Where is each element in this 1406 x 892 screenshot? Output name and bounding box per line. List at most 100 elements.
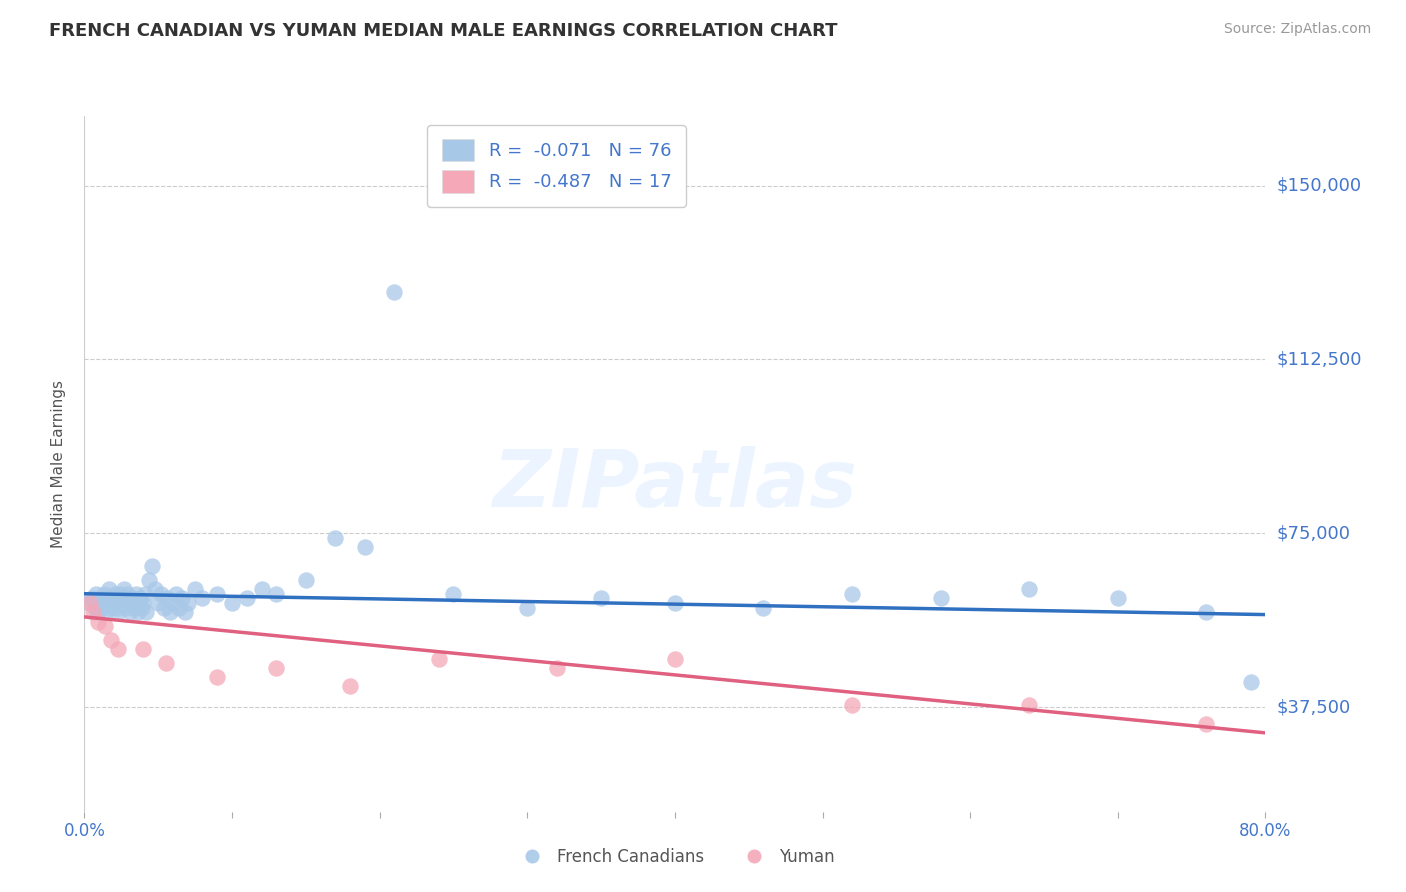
Point xyxy=(105,600,128,615)
Point xyxy=(94,619,117,633)
Point xyxy=(184,582,207,596)
Point xyxy=(150,587,173,601)
Point xyxy=(83,600,105,615)
Point xyxy=(132,596,155,610)
Point xyxy=(143,582,166,596)
Point xyxy=(159,605,181,619)
Point xyxy=(1195,605,1218,619)
Point xyxy=(93,587,115,601)
Point xyxy=(264,661,288,675)
Point xyxy=(104,587,127,601)
Point xyxy=(153,600,176,615)
Point xyxy=(111,596,134,610)
Point xyxy=(97,591,120,606)
Point xyxy=(79,596,101,610)
Point xyxy=(120,605,142,619)
Point xyxy=(1240,674,1263,689)
Point xyxy=(135,605,157,619)
Point xyxy=(124,600,146,615)
Point xyxy=(91,600,114,615)
Point xyxy=(1195,716,1218,731)
Point xyxy=(80,591,103,606)
Point xyxy=(264,587,288,601)
Point xyxy=(84,587,107,601)
Point xyxy=(107,605,129,619)
Point xyxy=(86,615,108,629)
Point xyxy=(131,600,153,615)
Point xyxy=(108,587,131,601)
Point xyxy=(173,605,195,619)
Point xyxy=(382,285,406,300)
Text: $37,500: $37,500 xyxy=(1277,698,1351,716)
Point xyxy=(141,558,163,573)
Point xyxy=(134,587,156,601)
Point xyxy=(516,600,538,615)
Y-axis label: Median Male Earnings: Median Male Earnings xyxy=(51,380,66,548)
Text: $75,000: $75,000 xyxy=(1277,524,1351,542)
Point xyxy=(191,591,214,606)
Point xyxy=(546,661,568,675)
Point xyxy=(929,591,952,606)
Point xyxy=(339,680,361,694)
Point xyxy=(125,587,148,601)
Point xyxy=(77,596,100,610)
Point xyxy=(118,596,141,610)
Point xyxy=(1018,698,1040,712)
Point xyxy=(114,600,136,615)
Point xyxy=(156,591,179,606)
Point xyxy=(441,587,464,601)
Point xyxy=(121,591,143,606)
Text: FRENCH CANADIAN VS YUMAN MEDIAN MALE EARNINGS CORRELATION CHART: FRENCH CANADIAN VS YUMAN MEDIAN MALE EAR… xyxy=(49,22,838,40)
Point xyxy=(105,591,128,606)
Point xyxy=(148,596,170,610)
Point xyxy=(90,591,112,606)
Point xyxy=(100,633,122,648)
Point xyxy=(295,573,318,587)
Point xyxy=(664,651,686,665)
Text: ZIPatlas: ZIPatlas xyxy=(492,446,858,524)
Point xyxy=(94,605,117,619)
Point xyxy=(112,582,135,596)
Point xyxy=(205,587,228,601)
Point xyxy=(87,596,111,610)
Point xyxy=(107,642,129,657)
Point xyxy=(427,651,450,665)
Point xyxy=(162,596,184,610)
Point xyxy=(165,587,187,601)
Point xyxy=(128,596,150,610)
Point xyxy=(155,657,177,671)
Point xyxy=(127,605,149,619)
Point xyxy=(235,591,259,606)
Point xyxy=(1018,582,1040,596)
Point xyxy=(132,642,155,657)
Point xyxy=(841,698,863,712)
Text: $112,500: $112,500 xyxy=(1277,351,1362,368)
Point xyxy=(98,582,121,596)
Point xyxy=(167,600,190,615)
Point xyxy=(323,531,347,545)
Point xyxy=(101,591,124,606)
Point xyxy=(103,596,125,610)
Point xyxy=(96,596,118,610)
Point xyxy=(138,573,160,587)
Point xyxy=(122,596,145,610)
Point xyxy=(177,596,200,610)
Point xyxy=(100,600,122,615)
Point xyxy=(1107,591,1129,606)
Point xyxy=(354,541,377,555)
Legend: French Canadians, Yuman: French Canadians, Yuman xyxy=(509,842,841,873)
Point xyxy=(112,591,135,606)
Point xyxy=(752,600,775,615)
Point xyxy=(841,587,863,601)
Point xyxy=(86,605,108,619)
Point xyxy=(115,587,138,601)
Point xyxy=(250,582,273,596)
Point xyxy=(129,591,152,606)
Point xyxy=(664,596,686,610)
Point xyxy=(82,605,104,619)
Point xyxy=(591,591,613,606)
Point xyxy=(221,596,243,610)
Text: Source: ZipAtlas.com: Source: ZipAtlas.com xyxy=(1223,22,1371,37)
Point xyxy=(205,670,228,684)
Point xyxy=(170,591,193,606)
